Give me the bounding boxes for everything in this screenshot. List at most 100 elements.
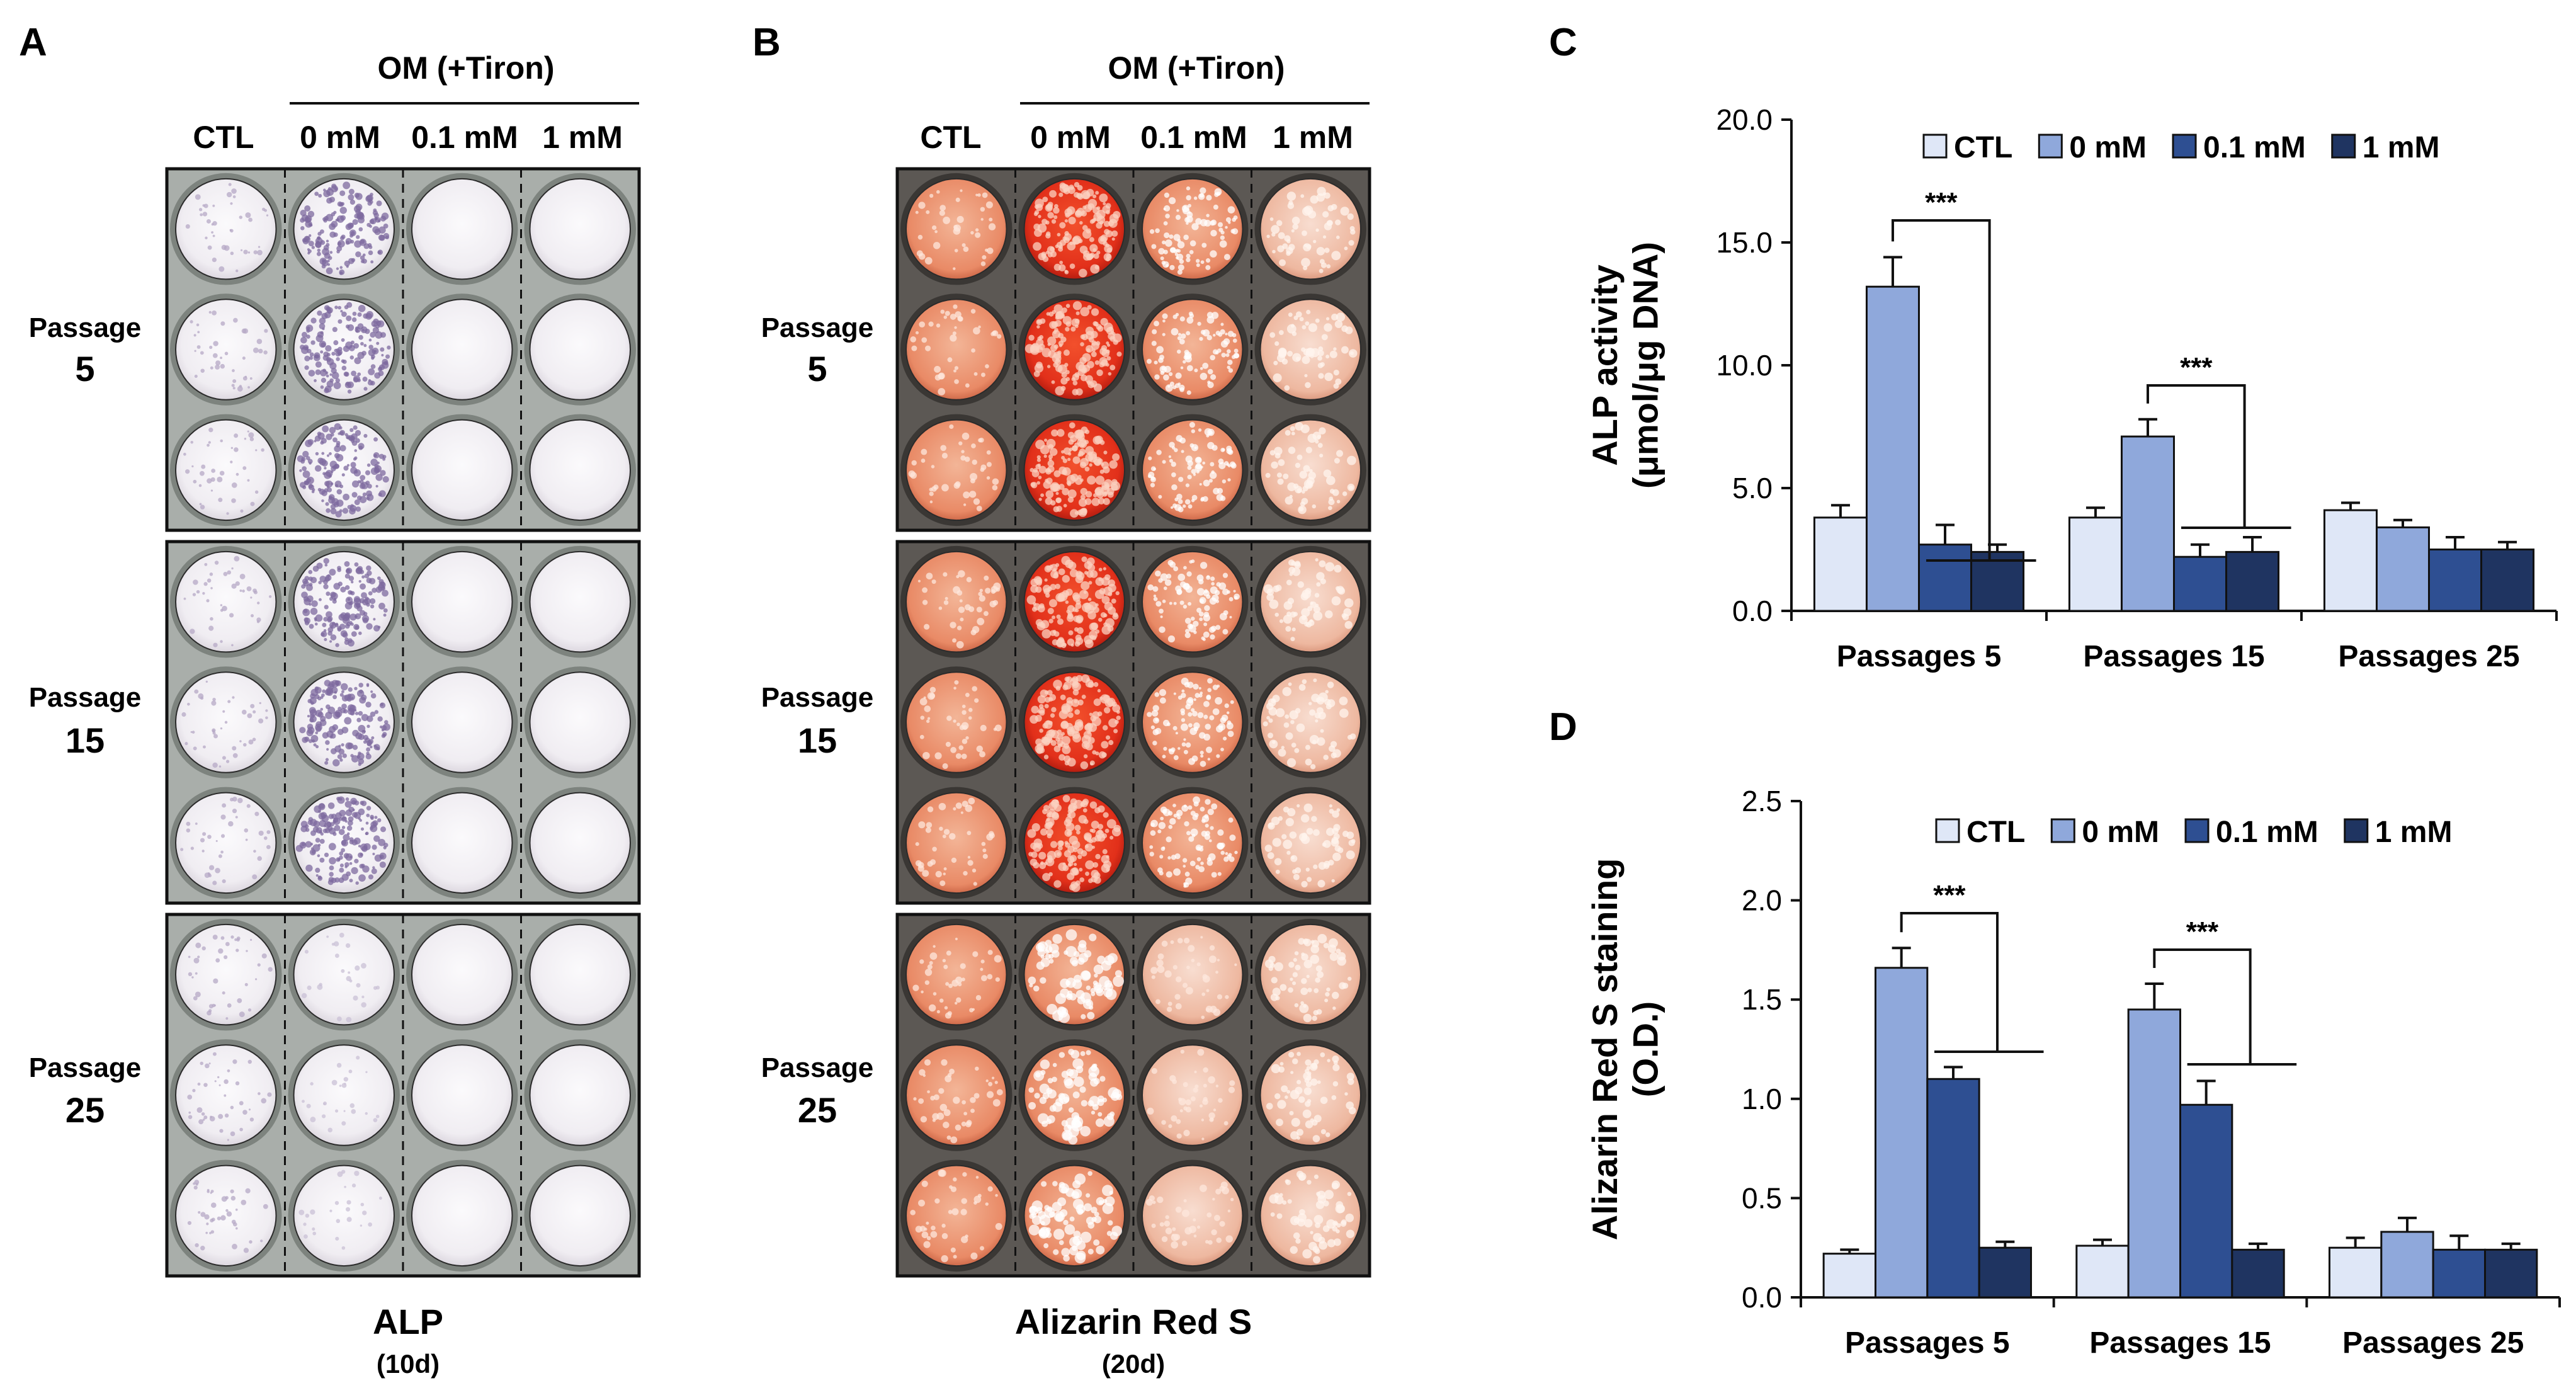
- stain-speck: [350, 754, 354, 758]
- stain-speck: [950, 334, 957, 342]
- stain-speck: [1315, 318, 1320, 323]
- stain-speck: [1323, 754, 1329, 760]
- panel-a-passage-num: 15: [65, 720, 105, 760]
- stain-speck: [315, 452, 319, 456]
- stain-speck: [1199, 847, 1204, 852]
- stain-speck: [1200, 562, 1208, 569]
- well: [411, 671, 513, 773]
- stain-speck: [1211, 872, 1217, 878]
- stain-speck: [1157, 1196, 1164, 1204]
- stain-speck: [1039, 1083, 1050, 1094]
- stain-speck: [1296, 723, 1305, 732]
- stain-speck: [346, 315, 352, 321]
- stain-speck: [210, 1230, 215, 1234]
- stain-speck: [1290, 977, 1293, 981]
- stain-speck: [1061, 736, 1071, 745]
- stain-speck: [1227, 855, 1231, 859]
- well: [411, 1164, 513, 1267]
- stain-speck: [984, 575, 989, 581]
- stain-speck: [1155, 601, 1162, 607]
- stain-speck: [1188, 311, 1193, 316]
- stain-speck: [942, 959, 946, 963]
- stain-speck: [1163, 249, 1168, 254]
- stain-speck: [1051, 429, 1058, 437]
- stain-speck: [368, 344, 373, 350]
- stain-speck: [1063, 1096, 1070, 1103]
- stain-speck: [1334, 458, 1340, 464]
- stain-speck: [202, 1118, 205, 1121]
- stain-speck: [1277, 1100, 1286, 1109]
- stain-speck: [1305, 588, 1312, 595]
- stain-speck: [1058, 344, 1063, 348]
- stain-speck: [1186, 965, 1190, 969]
- stain-speck: [963, 871, 968, 876]
- stain-speck: [346, 1207, 351, 1212]
- significance-label: ***: [2186, 916, 2219, 947]
- stain-speck: [220, 439, 224, 443]
- stain-speck: [931, 579, 936, 584]
- stain-speck: [339, 693, 344, 697]
- stain-speck: [1059, 222, 1066, 229]
- stain-speck: [919, 959, 924, 964]
- stain-speck: [1064, 1224, 1075, 1235]
- stain-speck: [1181, 450, 1184, 453]
- stain-speck: [1334, 845, 1341, 852]
- stain-speck: [1331, 838, 1339, 847]
- well: [1259, 671, 1361, 773]
- stain-speck: [1185, 1107, 1191, 1113]
- panel-a-letter: A: [19, 21, 47, 64]
- well: [1142, 299, 1244, 401]
- stain-speck: [196, 1107, 203, 1113]
- stain-speck: [320, 715, 326, 722]
- stain-speck: [1044, 703, 1049, 709]
- stain-speck: [373, 835, 380, 842]
- stain-speck: [306, 595, 314, 603]
- stain-speck: [985, 201, 993, 208]
- stain-speck: [1165, 384, 1173, 392]
- stain-speck: [1220, 1181, 1228, 1189]
- stain-speck: [1058, 1183, 1070, 1194]
- stain-speck: [371, 320, 378, 327]
- stain-speck: [1113, 976, 1125, 987]
- stain-speck: [336, 1062, 342, 1068]
- stain-speck: [1172, 804, 1176, 807]
- stain-speck: [1169, 458, 1173, 463]
- stain-speck: [1202, 461, 1206, 465]
- stain-speck: [953, 267, 956, 270]
- stain-speck: [1340, 207, 1349, 216]
- stain-speck: [1220, 748, 1224, 751]
- y-tick-label: 2.0: [1742, 884, 1782, 917]
- stain-speck: [965, 804, 973, 812]
- stain-speck: [960, 617, 964, 622]
- stain-speck: [1064, 219, 1068, 223]
- stain-speck: [1055, 244, 1059, 249]
- stain-speck: [317, 248, 321, 253]
- stain-speck: [365, 1112, 368, 1115]
- stain-speck: [1208, 1076, 1215, 1084]
- stain-speck: [374, 216, 378, 220]
- stain-speck: [1088, 727, 1092, 732]
- stain-speck: [940, 445, 946, 452]
- stain-speck: [1195, 865, 1200, 870]
- stain-speck: [1153, 467, 1156, 471]
- stain-speck: [230, 1131, 235, 1137]
- stain-speck: [250, 703, 255, 709]
- stain-speck: [260, 1239, 263, 1243]
- stain-speck: [1057, 618, 1064, 625]
- stain-speck: [1064, 755, 1071, 763]
- stain-speck: [1305, 867, 1310, 872]
- stain-speck: [992, 478, 999, 485]
- stain-speck: [1215, 625, 1221, 630]
- stain-speck: [341, 234, 346, 239]
- stain-speck: [266, 845, 271, 850]
- stain-speck: [1061, 450, 1065, 454]
- stain-speck: [1307, 987, 1312, 993]
- stain-speck: [1064, 829, 1072, 837]
- stain-speck: [926, 572, 933, 580]
- stain-speck: [1305, 758, 1312, 766]
- stain-speck: [1220, 230, 1225, 235]
- stain-speck: [995, 1193, 998, 1197]
- stain-speck: [239, 589, 242, 592]
- stain-speck: [365, 753, 372, 760]
- stain-speck: [230, 251, 234, 256]
